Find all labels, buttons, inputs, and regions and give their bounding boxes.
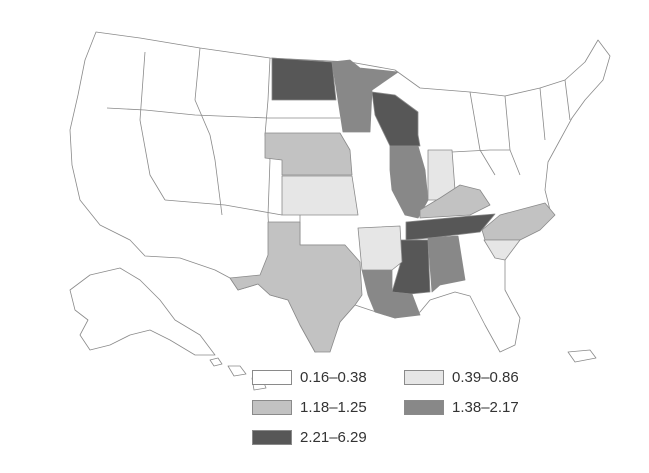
- state-nebraska: [264, 132, 353, 176]
- legend-item-4: 1.38–2.17: [404, 398, 564, 418]
- state-louisiana: [361, 269, 421, 319]
- legend-item-3: 1.18–1.25: [252, 398, 402, 418]
- state-alabama: [427, 235, 466, 293]
- state-illinois: [389, 145, 429, 219]
- legend-swatch-5: [252, 430, 292, 445]
- legend-label-4: 1.38–2.17: [452, 399, 519, 416]
- legend-label-1: 0.16–0.38: [300, 369, 367, 386]
- state-kentucky: [419, 184, 491, 219]
- legend-label-5: 2.21–6.29: [300, 429, 367, 446]
- state-south-carolina: [483, 239, 521, 261]
- state-kansas: [281, 175, 359, 216]
- legend-label-3: 1.18–1.25: [300, 399, 367, 416]
- state-north-dakota: [271, 57, 337, 101]
- legend-item-1: 0.16–0.38: [252, 368, 402, 388]
- map-legend: 0.16–0.38 0.39–0.86 1.18–1.25 1.38–2.17 …: [252, 368, 572, 454]
- legend-item-5: 2.21–6.29: [252, 428, 402, 448]
- legend-swatch-3: [252, 400, 292, 415]
- state-arkansas: [357, 225, 403, 271]
- state-minnesota: [331, 59, 399, 133]
- alaska-inset: [69, 267, 216, 356]
- legend-label-2: 0.39–0.86: [452, 369, 519, 386]
- legend-swatch-2: [404, 370, 444, 385]
- state-wisconsin: [371, 91, 421, 147]
- legend-item-2: 0.39–0.86: [404, 368, 564, 388]
- puerto-rico-inset: [567, 349, 597, 363]
- legend-swatch-1: [252, 370, 292, 385]
- legend-swatch-4: [404, 400, 444, 415]
- state-texas: [229, 221, 363, 353]
